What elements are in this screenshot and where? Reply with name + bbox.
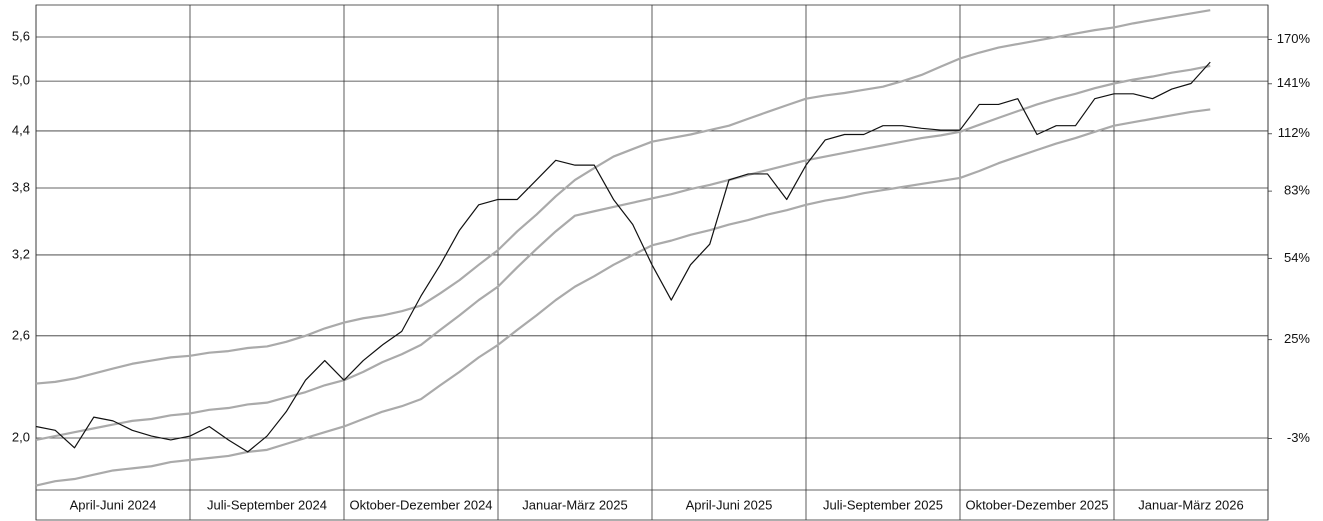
price-line	[35, 9, 1211, 385]
y-tick-label: 5,6	[12, 28, 30, 43]
x-tick-label: April-Juni 2025	[686, 497, 773, 512]
x-tick-label: April-Juni 2024	[70, 497, 157, 512]
x-tick-label: Oktober-Dezember 2025	[965, 497, 1108, 512]
y-tick-label: 3,2	[12, 246, 30, 261]
x-tick-label: Juli-September 2025	[823, 497, 943, 512]
y2-tick-label: 25%	[1284, 331, 1310, 346]
y2-tick-label: 83%	[1284, 183, 1310, 198]
x-tick-label: Juli-September 2024	[207, 497, 327, 512]
y2-tick-label: 141%	[1277, 75, 1311, 90]
plot-frame	[35, 4, 1269, 521]
x-tick-label: Januar-März 2025	[522, 497, 628, 512]
y-tick-label: 2,6	[12, 327, 30, 342]
y-tick-label: 2,0	[12, 429, 30, 444]
y-tick-label: 3,8	[12, 179, 30, 194]
y-tick-label: 4,4	[12, 122, 30, 137]
price-line	[35, 64, 1211, 442]
price-line	[35, 108, 1211, 487]
y-tick-label: 5,0	[12, 73, 30, 88]
y2-tick-label: 54%	[1284, 250, 1310, 265]
x-tick-label: Oktober-Dezember 2024	[349, 497, 492, 512]
price-line	[35, 61, 1211, 453]
y2-tick-label: -3%	[1287, 430, 1311, 445]
y2-tick-label: 112%	[1278, 125, 1311, 140]
y2-tick-label: 170%	[1277, 31, 1311, 46]
x-tick-label: Januar-März 2026	[1138, 497, 1244, 512]
